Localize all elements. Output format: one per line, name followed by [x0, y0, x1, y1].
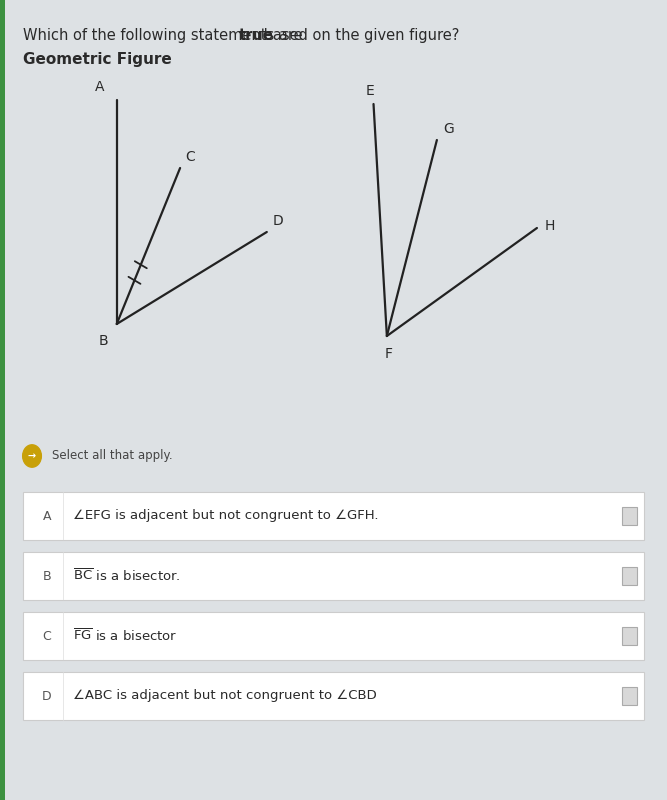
Text: F: F [384, 347, 392, 362]
Text: C: C [42, 630, 51, 642]
Circle shape [23, 445, 41, 467]
Bar [622, 627, 637, 645]
Text: based on the given figure?: based on the given figure? [259, 28, 459, 43]
Text: G: G [444, 122, 454, 136]
FancyBboxPatch shape [23, 552, 644, 600]
Text: $\overline{\rm FG}$ is a bisector: $\overline{\rm FG}$ is a bisector [73, 628, 178, 644]
FancyBboxPatch shape [23, 492, 644, 540]
Text: Geometric Figure: Geometric Figure [23, 52, 172, 67]
Text: Which of the following statements are: Which of the following statements are [23, 28, 307, 43]
Text: D: D [42, 690, 51, 702]
Bar [622, 567, 637, 585]
FancyBboxPatch shape [23, 672, 644, 720]
Text: Select all that apply.: Select all that apply. [52, 450, 173, 462]
Text: E: E [366, 84, 375, 98]
Bar [0, 0, 5, 800]
FancyBboxPatch shape [23, 612, 644, 660]
Text: $\overline{\rm BC}$ is a bisector.: $\overline{\rm BC}$ is a bisector. [73, 568, 181, 584]
Text: A: A [43, 510, 51, 522]
Text: ∠EFG is adjacent but not congruent to ∠GFH.: ∠EFG is adjacent but not congruent to ∠G… [73, 510, 379, 522]
Text: C: C [185, 150, 195, 164]
Text: ∠ABC is adjacent but not congruent to ∠CBD: ∠ABC is adjacent but not congruent to ∠C… [73, 690, 377, 702]
Text: true: true [239, 28, 273, 43]
Text: D: D [272, 214, 283, 228]
Text: B: B [99, 334, 109, 347]
Bar [622, 507, 637, 525]
Text: A: A [95, 80, 105, 94]
Text: →: → [28, 451, 36, 461]
Text: H: H [545, 219, 556, 234]
Bar [622, 687, 637, 705]
Text: B: B [43, 570, 51, 582]
